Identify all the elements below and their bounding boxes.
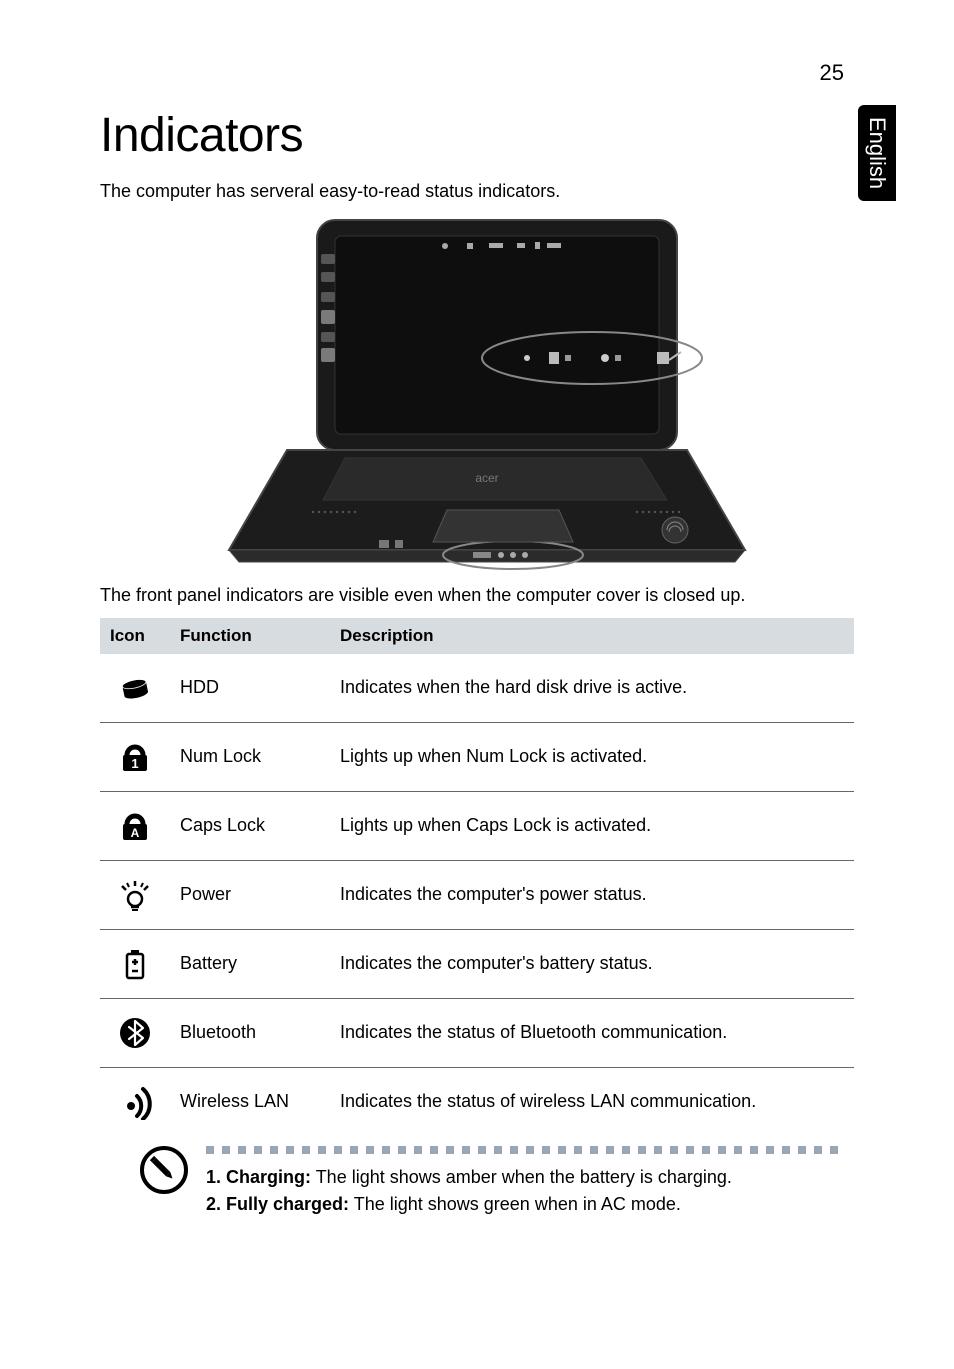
th-description: Description <box>330 618 854 654</box>
language-tab-text: English <box>864 117 890 189</box>
capslock-icon: A <box>100 791 170 860</box>
wireless-icon <box>100 1067 170 1136</box>
note-text-1: The light shows amber when the battery i… <box>311 1167 732 1187</box>
battery-icon <box>100 929 170 998</box>
table-row: Battery Indicates the computer's battery… <box>100 929 854 998</box>
hdd-icon <box>100 654 170 723</box>
page-number: 25 <box>820 60 844 86</box>
desc-hdd: Indicates when the hard disk drive is ac… <box>330 654 854 723</box>
numlock-icon: 1 <box>100 722 170 791</box>
svg-text:A: A <box>131 826 140 840</box>
desc-battery: Indicates the computer's battery status. <box>330 929 854 998</box>
func-bluetooth: Bluetooth <box>170 998 330 1067</box>
desc-bluetooth: Indicates the status of Bluetooth commun… <box>330 998 854 1067</box>
func-capslock: Caps Lock <box>170 791 330 860</box>
table-header-row: Icon Function Description <box>100 618 854 654</box>
note-label-2: 2. Fully charged: <box>206 1194 349 1214</box>
table-row: Bluetooth Indicates the status of Blueto… <box>100 998 854 1067</box>
intro-text: The computer has serveral easy-to-read s… <box>100 181 854 202</box>
closed-cover-text: The front panel indicators are visible e… <box>100 582 854 610</box>
func-hdd: HDD <box>170 654 330 723</box>
note-label-1: 1. Charging: <box>206 1167 311 1187</box>
note-pencil-icon <box>140 1146 188 1199</box>
desc-capslock: Lights up when Caps Lock is activated. <box>330 791 854 860</box>
language-tab: English <box>858 105 896 201</box>
table-row: Power Indicates the computer's power sta… <box>100 860 854 929</box>
table-row: A Caps Lock Lights up when Caps Lock is … <box>100 791 854 860</box>
power-icon <box>100 860 170 929</box>
func-wireless: Wireless LAN <box>170 1067 330 1136</box>
note-text-2: The light shows green when in AC mode. <box>349 1194 681 1214</box>
func-numlock: Num Lock <box>170 722 330 791</box>
bluetooth-icon <box>100 998 170 1067</box>
table-row: 1 Num Lock Lights up when Num Lock is ac… <box>100 722 854 791</box>
svg-text:1: 1 <box>131 756 138 771</box>
svg-text:acer: acer <box>475 471 498 485</box>
table-row: Wireless LAN Indicates the status of wir… <box>100 1067 854 1136</box>
func-battery: Battery <box>170 929 330 998</box>
page-title: Indicators <box>100 108 854 163</box>
th-function: Function <box>170 618 330 654</box>
desc-numlock: Lights up when Num Lock is activated. <box>330 722 854 791</box>
table-row: HDD Indicates when the hard disk drive i… <box>100 654 854 723</box>
note-divider <box>206 1146 846 1154</box>
indicators-table: Icon Function Description HDD Indicates … <box>100 618 854 1136</box>
note-block: 1. Charging: The light shows amber when … <box>140 1146 854 1218</box>
laptop-image: acer <box>197 210 757 570</box>
note-text: 1. Charging: The light shows amber when … <box>206 1164 854 1218</box>
desc-wireless: Indicates the status of wireless LAN com… <box>330 1067 854 1136</box>
th-icon: Icon <box>100 618 170 654</box>
func-power: Power <box>170 860 330 929</box>
desc-power: Indicates the computer's power status. <box>330 860 854 929</box>
